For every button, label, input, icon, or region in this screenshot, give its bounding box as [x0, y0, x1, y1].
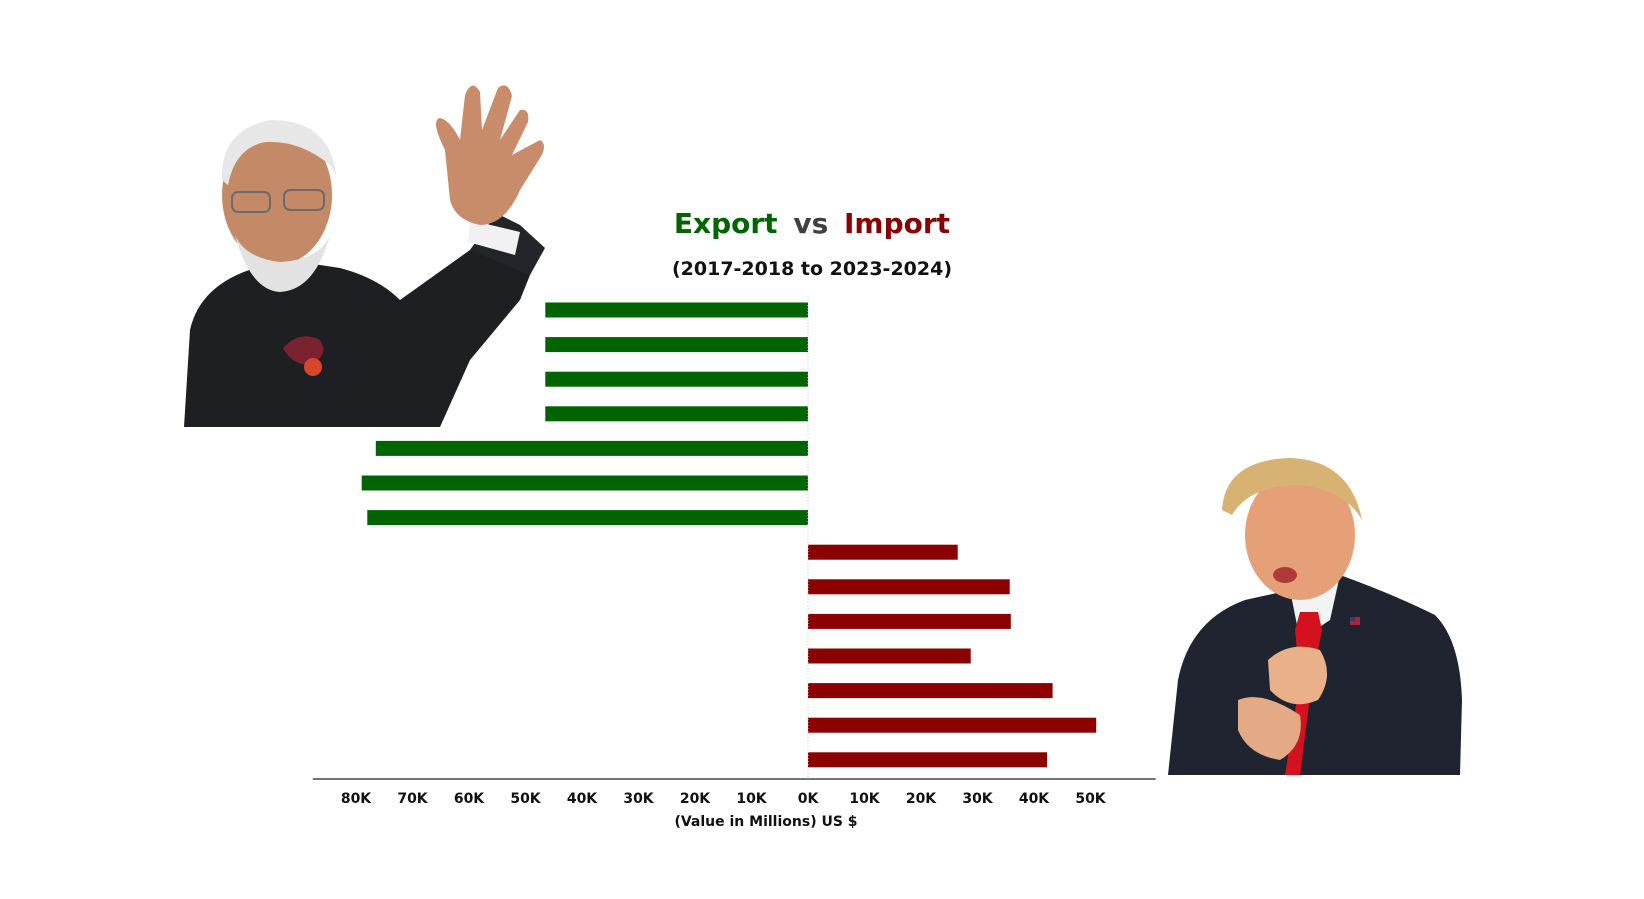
import-bar-7: [808, 752, 1047, 768]
x-tick-label: 80K: [341, 791, 372, 807]
x-tick-label: 0K: [798, 791, 820, 807]
x-tick-label: 30K: [623, 791, 654, 807]
title-export-word: Export: [674, 207, 778, 240]
import-bar-6: [808, 717, 1097, 733]
x-axis-title: (Value in Millions) US $: [674, 814, 857, 830]
import-bar-3: [808, 613, 1011, 629]
x-tick-label: 40K: [567, 791, 598, 807]
import-bar-4: [808, 648, 971, 664]
import-bar-5: [808, 683, 1053, 699]
left-person-figure: [184, 85, 545, 427]
export-bar-6: [361, 475, 808, 491]
x-axis: 80K 70K 60K 50K 40K 30K 20K 10K 0K 10K 20K 30K 40K 50…: [312, 778, 1156, 807]
x-tick-label: 20K: [906, 791, 937, 807]
export-bar-1: [545, 302, 808, 318]
export-bar-4: [545, 406, 808, 422]
export-bar-7: [367, 510, 808, 526]
title-import-word: Import: [844, 207, 950, 240]
import-bar-1: [808, 544, 958, 560]
bars-layer: [361, 296, 1097, 778]
x-tick-label: 40K: [1019, 791, 1050, 807]
x-tick-label: 30K: [962, 791, 993, 807]
x-tick-label: 50K: [1075, 791, 1106, 807]
x-tick-label: 20K: [680, 791, 711, 807]
chart-subtitle: (2017-2018 to 2023-2024): [672, 258, 952, 280]
import-bar-2: [808, 579, 1010, 595]
export-bar-3: [545, 371, 808, 387]
chart-title: Export vs Import: [674, 207, 950, 240]
right-person-figure: [1168, 458, 1462, 775]
x-tick-label: 10K: [736, 791, 767, 807]
x-tick-label: 70K: [397, 791, 428, 807]
export-bar-2: [545, 337, 808, 353]
x-tick-label: 60K: [454, 791, 485, 807]
x-tick-label: 50K: [510, 791, 541, 807]
title-vs-word: vs: [793, 207, 828, 240]
x-tick-label: 10K: [849, 791, 880, 807]
export-bar-5: [375, 440, 808, 456]
